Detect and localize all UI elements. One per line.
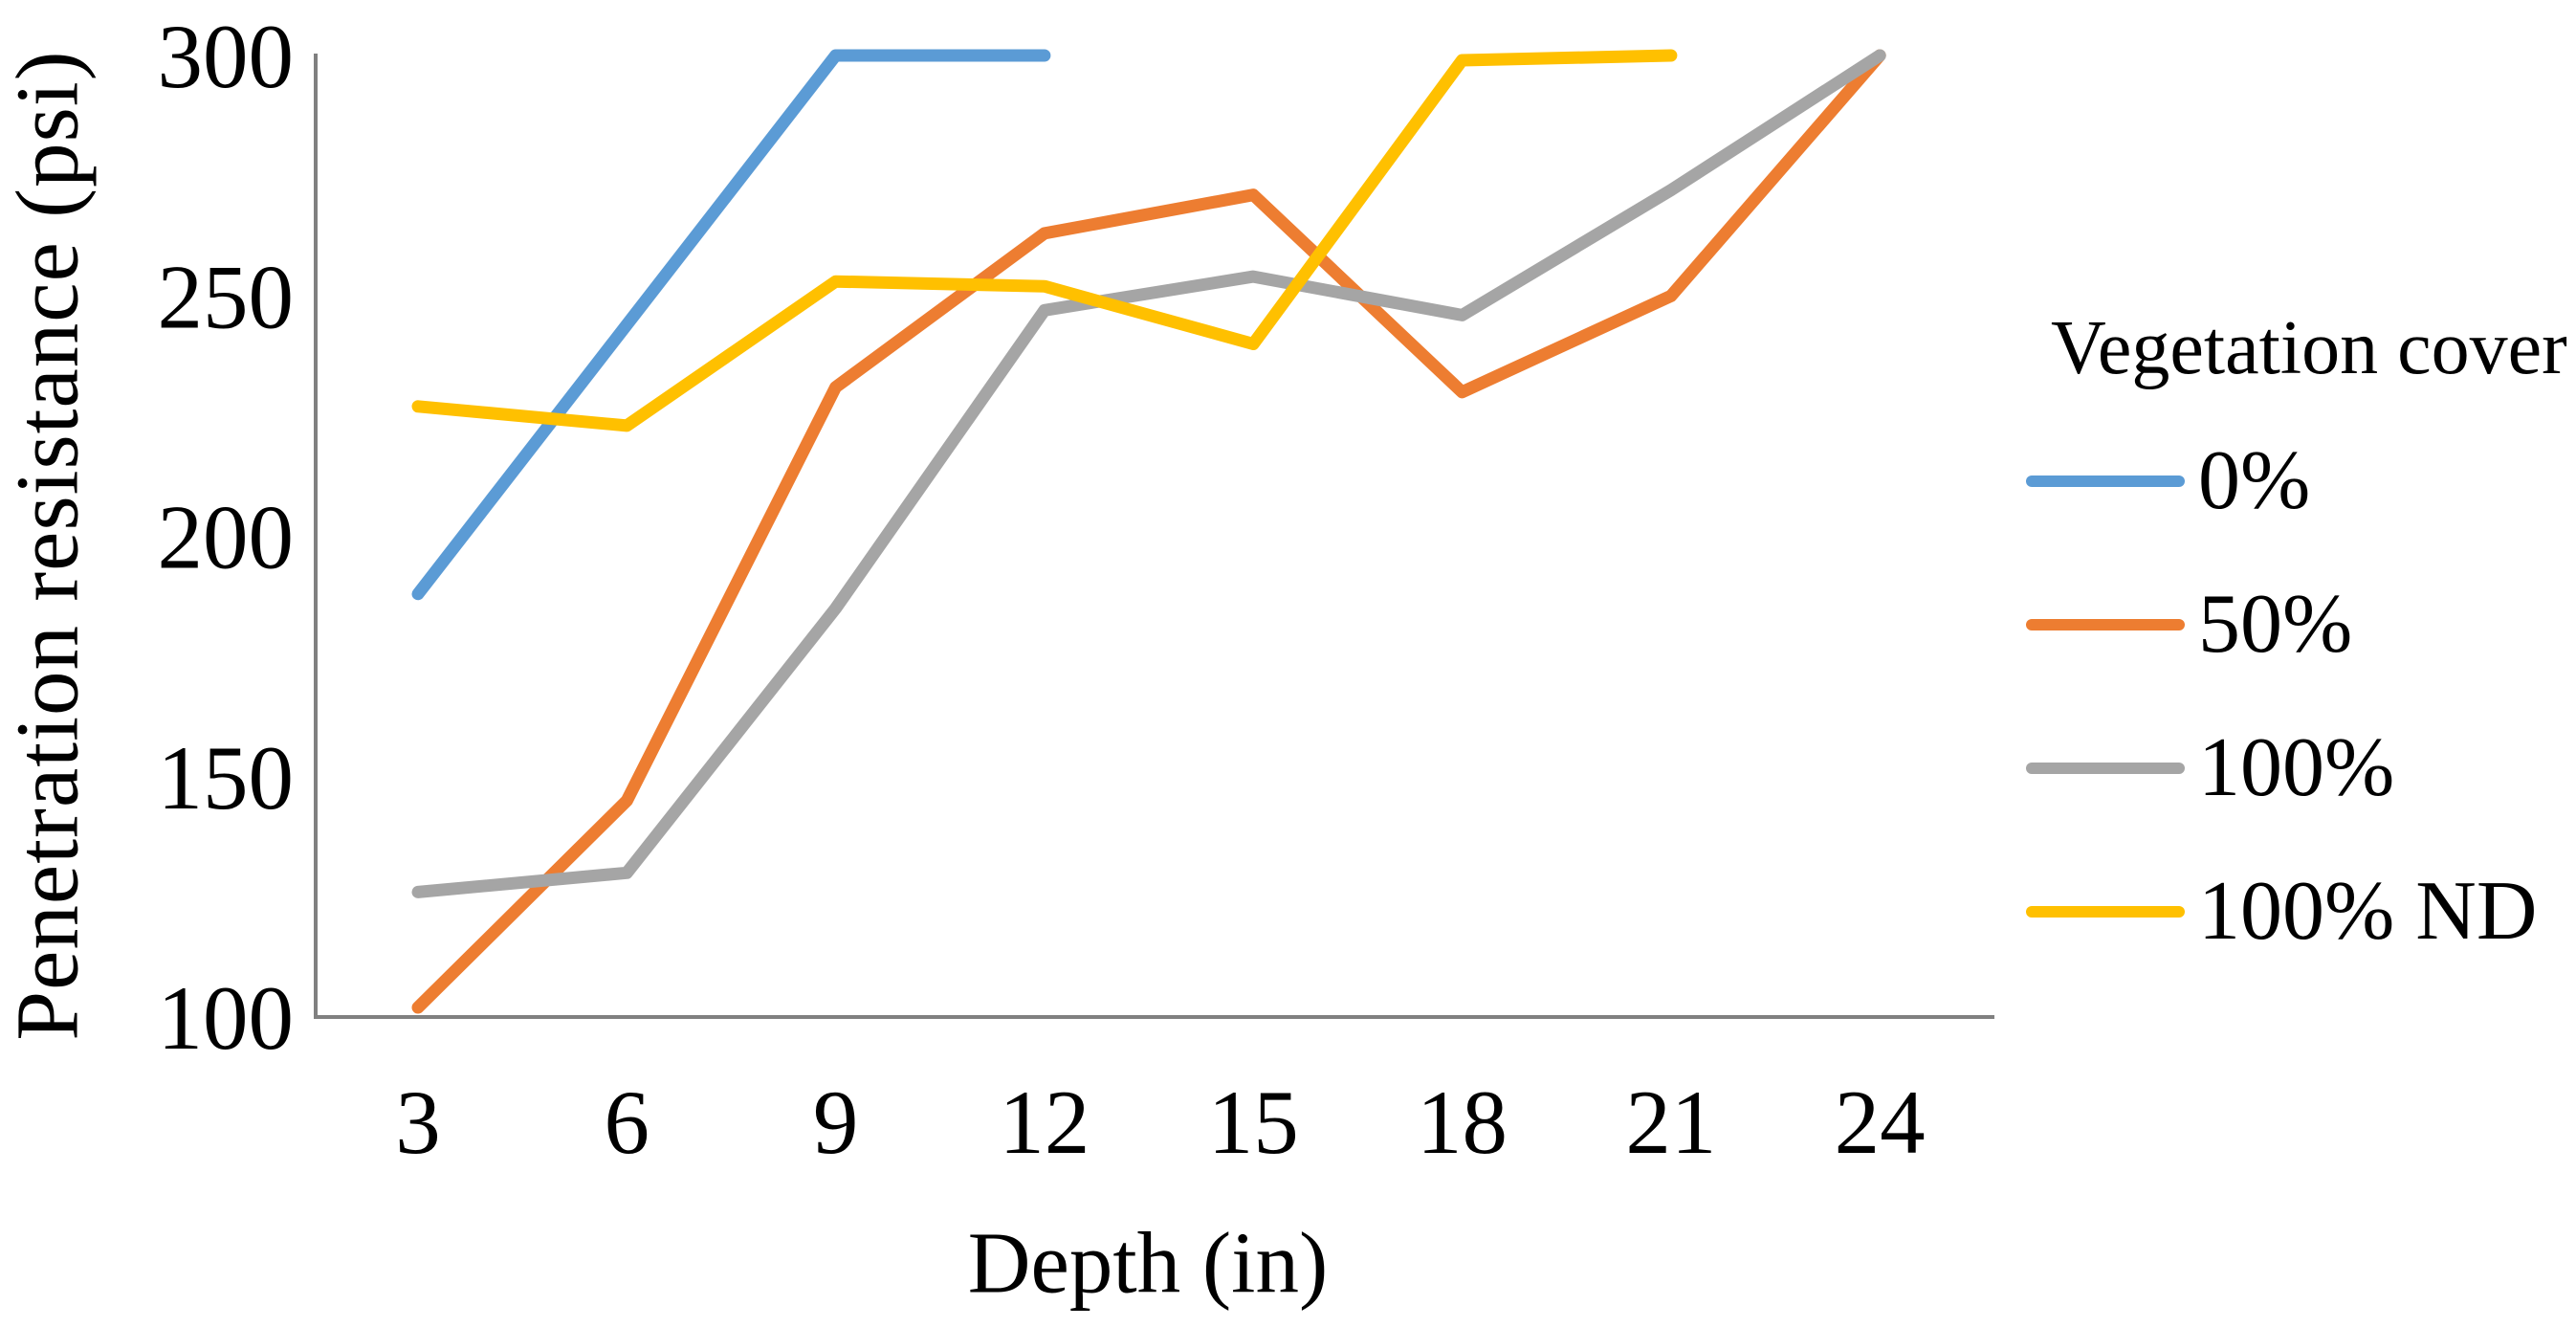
y-tick-label-250: 250: [158, 246, 295, 347]
axis-lines: [314, 54, 1994, 1019]
x-tick-label-24: 24: [1835, 1072, 1926, 1173]
legend-line-swatch: [2026, 618, 2185, 630]
legend-item-50%: 50%: [2026, 576, 2576, 673]
x-tick-label-9: 9: [813, 1072, 859, 1173]
legend-items: 0% 50% 100% 100% ND: [2026, 432, 2576, 960]
x-tick-label-21: 21: [1625, 1072, 1716, 1173]
legend: Vegetation cover 0% 50% 100% 100% ND: [2026, 304, 2576, 960]
series-line-50%: [411, 49, 1886, 1014]
y-axis-title: Penetration resistance (psi): [0, 50, 98, 1041]
legend-item-100%: 100%: [2026, 719, 2576, 816]
x-tick-label-18: 18: [1417, 1072, 1508, 1173]
y-tick-label-150: 150: [158, 727, 295, 829]
y-tick-label-300: 300: [158, 6, 295, 107]
y-tick-label-200: 200: [158, 487, 295, 588]
legend-line-swatch: [2026, 475, 2185, 487]
legend-line-swatch: [2026, 762, 2185, 774]
legend-item-label: 100% ND: [2198, 864, 2538, 958]
series-line-100%: [411, 49, 1886, 898]
legend-item-100%-nd: 100% ND: [2026, 863, 2576, 960]
x-tick-label-3: 3: [395, 1072, 441, 1173]
legend-item-label: 100%: [2198, 720, 2395, 814]
x-tick-label-15: 15: [1208, 1072, 1299, 1173]
legend-title: Vegetation cover: [2051, 306, 2567, 390]
y-tick-label-100: 100: [158, 967, 295, 1069]
legend-line-swatch: [2026, 905, 2185, 918]
x-axis-title: Depth (in): [967, 1214, 1329, 1312]
legend-item-label: 0%: [2198, 433, 2311, 527]
series-line-0%: [411, 49, 1051, 601]
legend-item-label: 50%: [2198, 577, 2353, 671]
legend-item-0%: 0%: [2026, 432, 2576, 529]
series-line-100%-nd: [411, 49, 1678, 432]
x-tick-label-6: 6: [605, 1072, 650, 1173]
x-tick-label-12: 12: [999, 1072, 1090, 1173]
